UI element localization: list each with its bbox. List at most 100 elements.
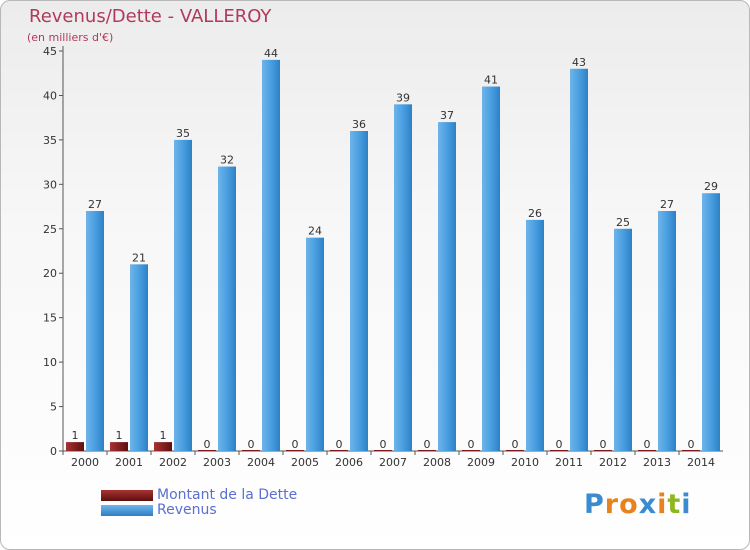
revenue-value-label: 27 bbox=[88, 198, 102, 211]
legend-swatch-debt bbox=[101, 489, 153, 501]
y-tick-label: 25 bbox=[43, 223, 57, 236]
logo-letter: t bbox=[667, 489, 682, 520]
debt-value-label: 0 bbox=[644, 438, 651, 451]
debt-bar bbox=[198, 450, 216, 451]
debt-value-label: 1 bbox=[160, 429, 167, 442]
logo-letter: x bbox=[638, 489, 658, 520]
legend-swatch-revenue bbox=[101, 504, 153, 516]
x-tick-label: 2002 bbox=[159, 456, 187, 469]
revenue-bar bbox=[438, 122, 456, 451]
debt-value-label: 0 bbox=[600, 438, 607, 451]
revenue-bar bbox=[306, 237, 324, 451]
revenue-value-label: 41 bbox=[484, 74, 498, 87]
debt-value-label: 0 bbox=[380, 438, 387, 451]
revenue-bar bbox=[658, 211, 676, 451]
y-tick-label: 5 bbox=[50, 401, 57, 414]
debt-bar bbox=[682, 450, 700, 451]
debt-bar bbox=[286, 450, 304, 451]
revenue-bar bbox=[262, 59, 280, 452]
debt-bar bbox=[506, 450, 524, 451]
revenue-value-label: 35 bbox=[176, 127, 190, 140]
revenue-bar bbox=[350, 131, 368, 451]
proxiti-logo: Proxiti bbox=[584, 489, 692, 520]
debt-bar bbox=[418, 450, 436, 451]
x-tick-label: 2013 bbox=[643, 456, 671, 469]
y-tick-label: 30 bbox=[43, 178, 57, 191]
y-tick-label: 0 bbox=[50, 445, 57, 458]
logo-letter: i bbox=[657, 489, 668, 520]
x-tick-label: 2004 bbox=[247, 456, 275, 469]
debt-bar bbox=[330, 450, 348, 451]
legend-item-revenue: Revenus bbox=[101, 502, 217, 518]
y-tick-label: 15 bbox=[43, 312, 57, 325]
x-tick-label: 2007 bbox=[379, 456, 407, 469]
revenue-value-label: 39 bbox=[396, 91, 410, 104]
debt-value-label: 1 bbox=[72, 429, 79, 442]
chart-title: Revenus/Dette - VALLEROY bbox=[29, 6, 272, 27]
y-tick-label: 10 bbox=[43, 356, 57, 369]
x-tick-label: 2008 bbox=[423, 456, 451, 469]
x-tick-label: 2000 bbox=[71, 456, 99, 469]
revenue-value-label: 43 bbox=[572, 56, 586, 69]
debt-bar bbox=[462, 450, 480, 451]
debt-value-label: 0 bbox=[468, 438, 475, 451]
x-tick-label: 2010 bbox=[511, 456, 539, 469]
debt-value-label: 0 bbox=[204, 438, 211, 451]
revenue-value-label: 26 bbox=[528, 207, 542, 220]
revenue-bar bbox=[394, 104, 412, 451]
chart-subtitle: (en milliers d'€) bbox=[27, 31, 114, 44]
revenue-bar bbox=[570, 68, 588, 452]
logo-letter: r bbox=[604, 489, 620, 520]
revenue-value-label: 27 bbox=[660, 198, 674, 211]
y-tick-label: 35 bbox=[43, 134, 57, 147]
revenue-bar bbox=[218, 166, 236, 452]
x-tick-label: 2012 bbox=[599, 456, 627, 469]
debt-bar bbox=[110, 442, 128, 451]
revenue-value-label: 25 bbox=[616, 216, 630, 229]
x-tick-label: 2011 bbox=[555, 456, 583, 469]
debt-bar bbox=[154, 442, 172, 451]
revenue-value-label: 32 bbox=[220, 154, 234, 167]
x-tick-label: 2003 bbox=[203, 456, 231, 469]
debt-bar bbox=[242, 450, 260, 451]
revenue-bar bbox=[614, 228, 632, 451]
legend-item-debt: Montant de la Dette bbox=[101, 487, 298, 503]
debt-bar bbox=[550, 450, 568, 451]
x-tick-label: 2009 bbox=[467, 456, 495, 469]
x-tick-label: 2001 bbox=[115, 456, 143, 469]
x-tick-label: 2014 bbox=[687, 456, 715, 469]
legend-label-revenue: Revenus bbox=[157, 502, 217, 518]
debt-value-label: 0 bbox=[556, 438, 563, 451]
legend-label-debt: Montant de la Dette bbox=[157, 487, 298, 503]
x-tick-label: 2006 bbox=[335, 456, 363, 469]
y-tick-label: 40 bbox=[43, 89, 57, 102]
debt-value-label: 0 bbox=[688, 438, 695, 451]
revenue-value-label: 29 bbox=[704, 180, 718, 193]
revenue-bar bbox=[526, 219, 544, 451]
revenue-value-label: 21 bbox=[132, 251, 146, 264]
debt-value-label: 0 bbox=[292, 438, 299, 451]
revenue-bar bbox=[174, 139, 192, 451]
revenue-bar bbox=[482, 86, 500, 452]
y-tick-label: 20 bbox=[43, 267, 57, 280]
revenue-value-label: 44 bbox=[264, 47, 278, 60]
debt-value-label: 0 bbox=[248, 438, 255, 451]
revenue-value-label: 37 bbox=[440, 109, 454, 122]
debt-value-label: 0 bbox=[512, 438, 519, 451]
revenue-bar bbox=[702, 193, 720, 451]
x-tick-label: 2005 bbox=[291, 456, 319, 469]
debt-value-label: 1 bbox=[116, 429, 123, 442]
debt-bar bbox=[594, 450, 612, 451]
logo-letter: o bbox=[619, 489, 639, 520]
debt-bar bbox=[66, 442, 84, 451]
revenue-bar bbox=[130, 264, 148, 451]
debt-bar bbox=[638, 450, 656, 451]
debt-value-label: 0 bbox=[424, 438, 431, 451]
debt-bar bbox=[374, 450, 392, 451]
y-tick-label: 45 bbox=[43, 45, 57, 58]
logo-letter: P bbox=[584, 489, 605, 520]
debt-value-label: 0 bbox=[336, 438, 343, 451]
revenue-bar bbox=[86, 211, 104, 451]
